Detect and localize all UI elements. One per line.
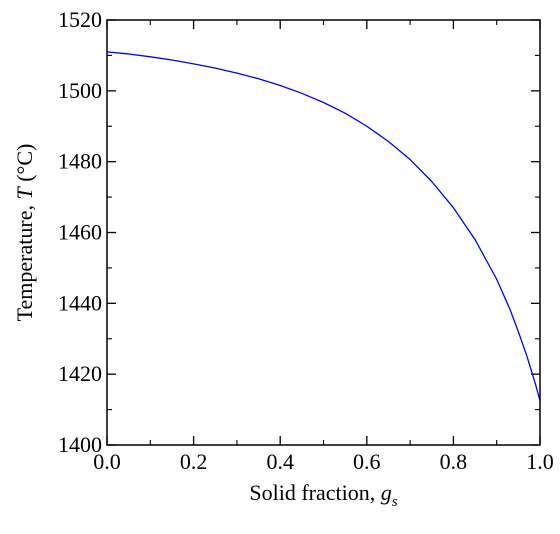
series-line xyxy=(106,51,541,401)
plot-frame xyxy=(106,19,541,446)
x-axis-label-text: Solid fraction, xyxy=(249,480,380,505)
series-layer xyxy=(106,51,541,401)
y-tick-label: 1400 xyxy=(58,432,102,457)
y-axis-label-text: Temperature, xyxy=(12,200,37,322)
x-axis-label: Solid fraction, gs xyxy=(249,480,397,510)
x-axis-label-symbol: g xyxy=(381,480,392,505)
x-axis-label-subscript: s xyxy=(392,494,398,510)
x-tick-label: 0.4 xyxy=(266,449,294,474)
x-tick-label: 0.6 xyxy=(353,449,381,474)
y-axis-label-symbol: T xyxy=(12,186,37,200)
tick-layer: 0.0 0.2 0.4 0.6 0.8 1.0 1400 1420 1440 1460 1480 15… xyxy=(58,7,554,474)
y-tick-label: 1480 xyxy=(58,149,102,174)
y-tick-label: 1440 xyxy=(58,290,102,315)
x-tick-label: 0.8 xyxy=(440,449,468,474)
y-tick-label: 1500 xyxy=(58,78,102,103)
x-tick-label: 0.0 xyxy=(93,449,121,474)
x-tick-label: 0.2 xyxy=(180,449,208,474)
y-tick-label: 1420 xyxy=(58,361,102,386)
y-tick-label: 1460 xyxy=(58,220,102,245)
y-tick-label: 1520 xyxy=(58,7,102,32)
x-tick-label: 1.0 xyxy=(526,449,554,474)
y-axis-label: Temperature, T (°C) xyxy=(12,144,37,322)
y-axis-label-unit: (°C) xyxy=(12,144,37,188)
